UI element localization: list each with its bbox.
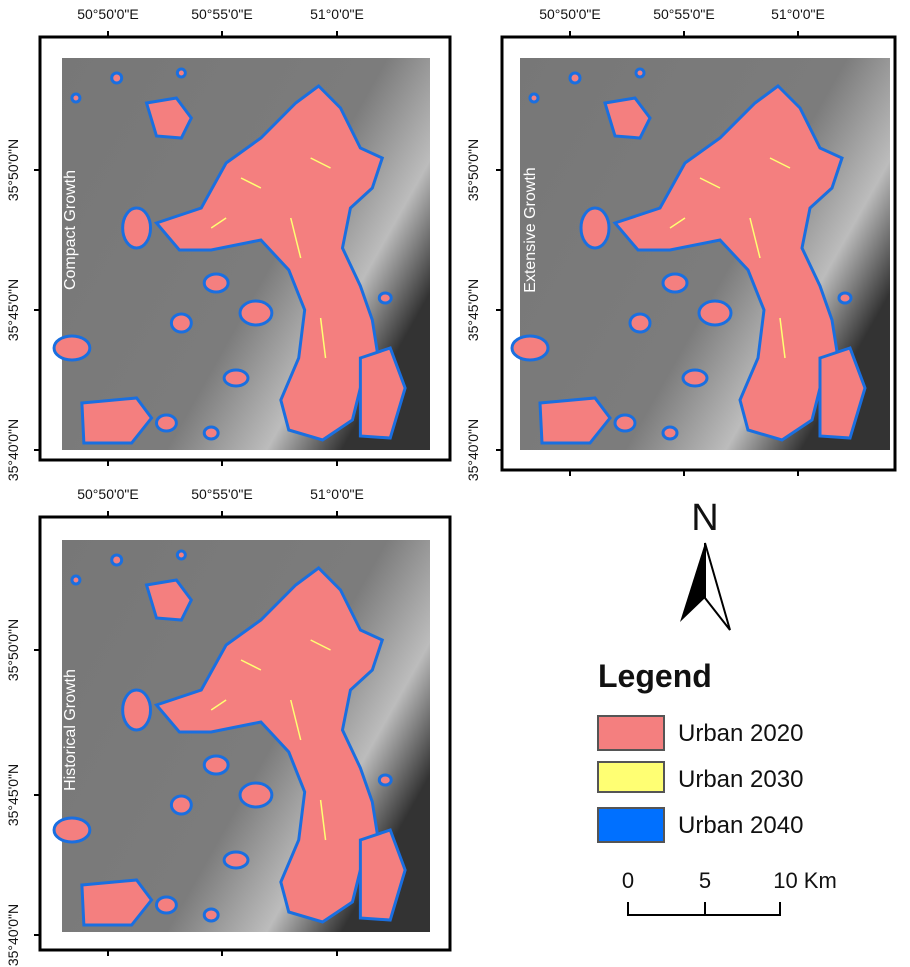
longitude-label: 50°55'0"E bbox=[653, 6, 715, 22]
legend-swatch bbox=[598, 808, 664, 842]
legend-title: Legend bbox=[598, 658, 712, 694]
latitude-label: 35°40'0"N bbox=[465, 419, 481, 481]
latitude-label: 35°40'0"N bbox=[5, 904, 21, 966]
legend-label: Urban 2020 bbox=[678, 720, 803, 747]
north-label: N bbox=[691, 497, 718, 539]
latitude-label: 35°45'0"N bbox=[5, 279, 21, 341]
scenario-label: Extensive Growth bbox=[522, 167, 539, 292]
scale-label: 10 Km bbox=[773, 868, 837, 893]
north-arrow-left bbox=[680, 543, 705, 622]
scenario-label: Compact Growth bbox=[62, 170, 79, 290]
legend-label: Urban 2030 bbox=[678, 766, 803, 793]
longitude-label: 50°50'0"E bbox=[77, 486, 139, 502]
latitude-label: 35°45'0"N bbox=[465, 279, 481, 341]
latitude-label: 35°45'0"N bbox=[5, 764, 21, 826]
page: {"panels": [ {"label": "Compact Growth",… bbox=[0, 0, 910, 967]
longitude-label: 50°50'0"E bbox=[77, 6, 139, 22]
scale-label: 0 bbox=[622, 868, 634, 893]
map-figure: Compact Growth 50°50'0"E 50°55'0"E 51°0'0"E… bbox=[0, 0, 910, 967]
north-arrow-right bbox=[705, 543, 730, 630]
longitude-label: 50°55'0"E bbox=[191, 6, 253, 22]
scenario-label: Historical Growth bbox=[62, 669, 79, 791]
longitude-label: 51°0'0"E bbox=[771, 6, 825, 22]
legend-swatch bbox=[598, 716, 664, 750]
longitude-label: 50°50'0"E bbox=[539, 6, 601, 22]
scale-label: 5 bbox=[699, 868, 711, 893]
latitude-label: 35°40'0"N bbox=[5, 419, 21, 481]
latitude-label: 35°50'0"N bbox=[5, 139, 21, 201]
longitude-label: 51°0'0"E bbox=[310, 6, 364, 22]
legend-label: Urban 2040 bbox=[678, 812, 803, 839]
latitude-label: 35°50'0"N bbox=[5, 619, 21, 681]
longitude-label: 51°0'0"E bbox=[310, 486, 364, 502]
legend-swatch bbox=[598, 762, 664, 792]
latitude-label: 35°50'0"N bbox=[465, 139, 481, 201]
longitude-label: 50°55'0"E bbox=[191, 486, 253, 502]
